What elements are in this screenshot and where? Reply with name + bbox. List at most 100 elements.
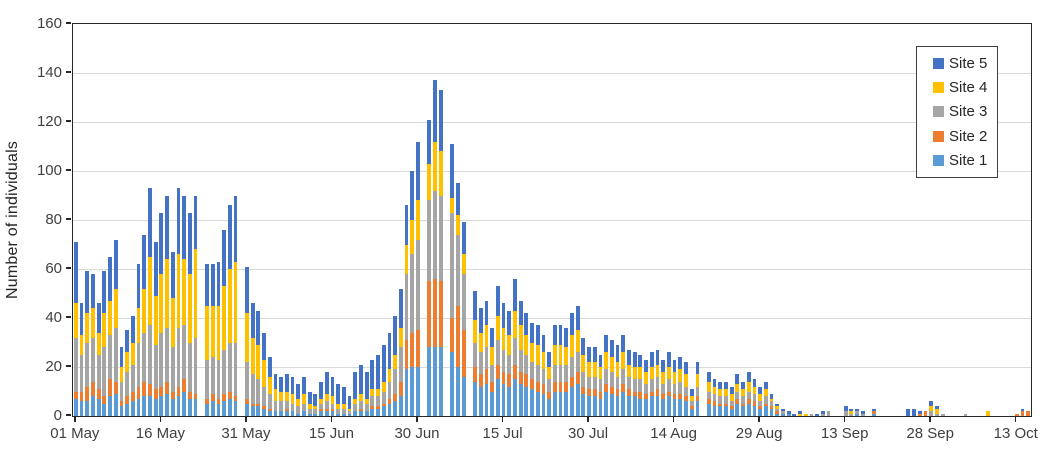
bar-segment-site-2 xyxy=(427,281,432,348)
bar-segment-site-4 xyxy=(85,313,90,343)
bar-segment-site-2 xyxy=(381,403,386,407)
bar-segment-site-5 xyxy=(570,313,574,336)
bar-segment-site-4 xyxy=(558,344,563,365)
bar-segment-site-4 xyxy=(541,352,546,370)
bar-segment-site-2 xyxy=(598,391,603,399)
bar-segment-site-1 xyxy=(724,406,728,416)
x-tick-label: 29 Aug xyxy=(735,425,783,442)
legend-label: Site 2 xyxy=(949,127,988,145)
bar-segment-site-2 xyxy=(159,386,164,397)
bar-segment-site-4 xyxy=(250,337,255,375)
x-tick-label: 15 Jul xyxy=(482,425,523,442)
bar-segment-site-5 xyxy=(929,401,934,407)
bar-segment-site-1 xyxy=(324,411,329,416)
bar-segment-site-4 xyxy=(319,398,323,404)
bar-segment-site-4 xyxy=(336,403,341,409)
bar-segment-site-1 xyxy=(153,398,158,416)
bar-segment-site-3 xyxy=(541,369,546,385)
bar-segment-site-3 xyxy=(752,393,757,402)
bar-segment-site-1 xyxy=(769,408,774,416)
bar-segment-site-5 xyxy=(649,352,654,367)
bar-segment-site-2 xyxy=(1014,413,1019,416)
bar-segment-site-5 xyxy=(113,239,118,289)
bar-segment-site-4 xyxy=(587,362,591,377)
bar-segment-site-2 xyxy=(661,393,666,399)
bar-segment-site-2 xyxy=(193,393,198,399)
bar-segment-site-4 xyxy=(273,389,278,402)
bar-segment-site-5 xyxy=(170,251,175,299)
bar-segment-site-4 xyxy=(552,344,557,365)
x-tick-mark xyxy=(416,416,418,422)
bar-segment-site-1 xyxy=(729,408,734,416)
bar-segment-site-1 xyxy=(170,398,175,416)
bar-segment-site-1 xyxy=(507,386,512,416)
bar-segment-site-3 xyxy=(820,413,825,416)
x-tick-mark xyxy=(843,416,846,422)
bar-segment-site-3 xyxy=(570,357,574,377)
x-tick-mark xyxy=(929,416,931,422)
y-tick-mark xyxy=(66,365,71,367)
bar-segment-site-5 xyxy=(148,188,152,257)
bar-segment-site-5 xyxy=(376,354,380,390)
bar-segment-site-2 xyxy=(456,305,460,367)
bar-segment-site-5 xyxy=(501,303,506,328)
bar-segment-site-5 xyxy=(695,362,700,375)
bar-segment-site-2 xyxy=(524,374,529,387)
bar-segment-site-5 xyxy=(313,393,318,407)
bar-segment-site-5 xyxy=(495,286,500,316)
bar-segment-site-4 xyxy=(547,367,552,380)
bar-segment-site-2 xyxy=(319,408,323,412)
bar-segment-site-5 xyxy=(473,291,477,321)
bar-segment-site-1 xyxy=(267,411,272,416)
bar-segment-site-4 xyxy=(644,371,648,385)
bar-segment-site-4 xyxy=(495,315,500,341)
bar-segment-site-1 xyxy=(718,406,723,416)
bar-segment-site-1 xyxy=(307,413,312,416)
bar-segment-site-5 xyxy=(524,313,529,336)
bar-segment-site-2 xyxy=(872,411,877,414)
bar-segment-site-5 xyxy=(359,364,363,394)
bar-segment-site-3 xyxy=(142,332,147,382)
bar-segment-site-2 xyxy=(758,406,763,409)
bar-segment-site-5 xyxy=(381,344,386,382)
bar-segment-site-2 xyxy=(233,396,238,402)
bar-segment-site-5 xyxy=(279,376,284,392)
bar-segment-site-1 xyxy=(535,391,540,416)
bar-segment-site-5 xyxy=(552,325,557,345)
bar-segment-site-3 xyxy=(809,413,814,416)
bar-segment-site-5 xyxy=(290,376,295,394)
bar-segment-site-2 xyxy=(387,398,392,404)
bar-segment-site-1 xyxy=(96,398,101,416)
bar-segment-site-4 xyxy=(170,298,175,348)
bar-segment-site-2 xyxy=(96,389,101,399)
bar-segment-site-1 xyxy=(182,391,187,416)
bar-segment-site-3 xyxy=(615,376,620,390)
bar-segment-site-3 xyxy=(940,413,945,416)
bar-segment-site-2 xyxy=(404,340,409,370)
bar-segment-site-4 xyxy=(119,367,124,382)
bar-segment-site-4 xyxy=(398,327,403,348)
gridline xyxy=(73,72,1031,74)
bar-segment-site-2 xyxy=(433,278,437,348)
bar-segment-site-5 xyxy=(96,303,101,333)
y-tick-mark xyxy=(66,22,71,24)
bar-segment-site-3 xyxy=(507,354,512,375)
x-tick-label: 13 Sep xyxy=(820,425,869,442)
bar-segment-site-4 xyxy=(296,398,301,407)
bar-segment-site-5 xyxy=(872,408,877,412)
bar-segment-site-1 xyxy=(450,352,455,416)
bar-segment-site-4 xyxy=(330,396,335,404)
bar-segment-site-1 xyxy=(541,393,546,416)
bar-segment-site-3 xyxy=(353,403,358,412)
bar-segment-site-3 xyxy=(153,344,158,390)
bar-segment-site-4 xyxy=(210,305,215,358)
bar-segment-site-3 xyxy=(91,337,95,382)
bar-segment-site-5 xyxy=(507,310,512,336)
bar-segment-site-5 xyxy=(792,413,797,416)
bar-segment-site-2 xyxy=(507,374,512,387)
bar-segment-site-1 xyxy=(661,398,666,416)
bar-segment-site-4 xyxy=(148,256,152,326)
bar-segment-site-4 xyxy=(176,254,181,328)
bar-segment-site-2 xyxy=(142,381,147,397)
y-tick-mark xyxy=(66,267,71,269)
